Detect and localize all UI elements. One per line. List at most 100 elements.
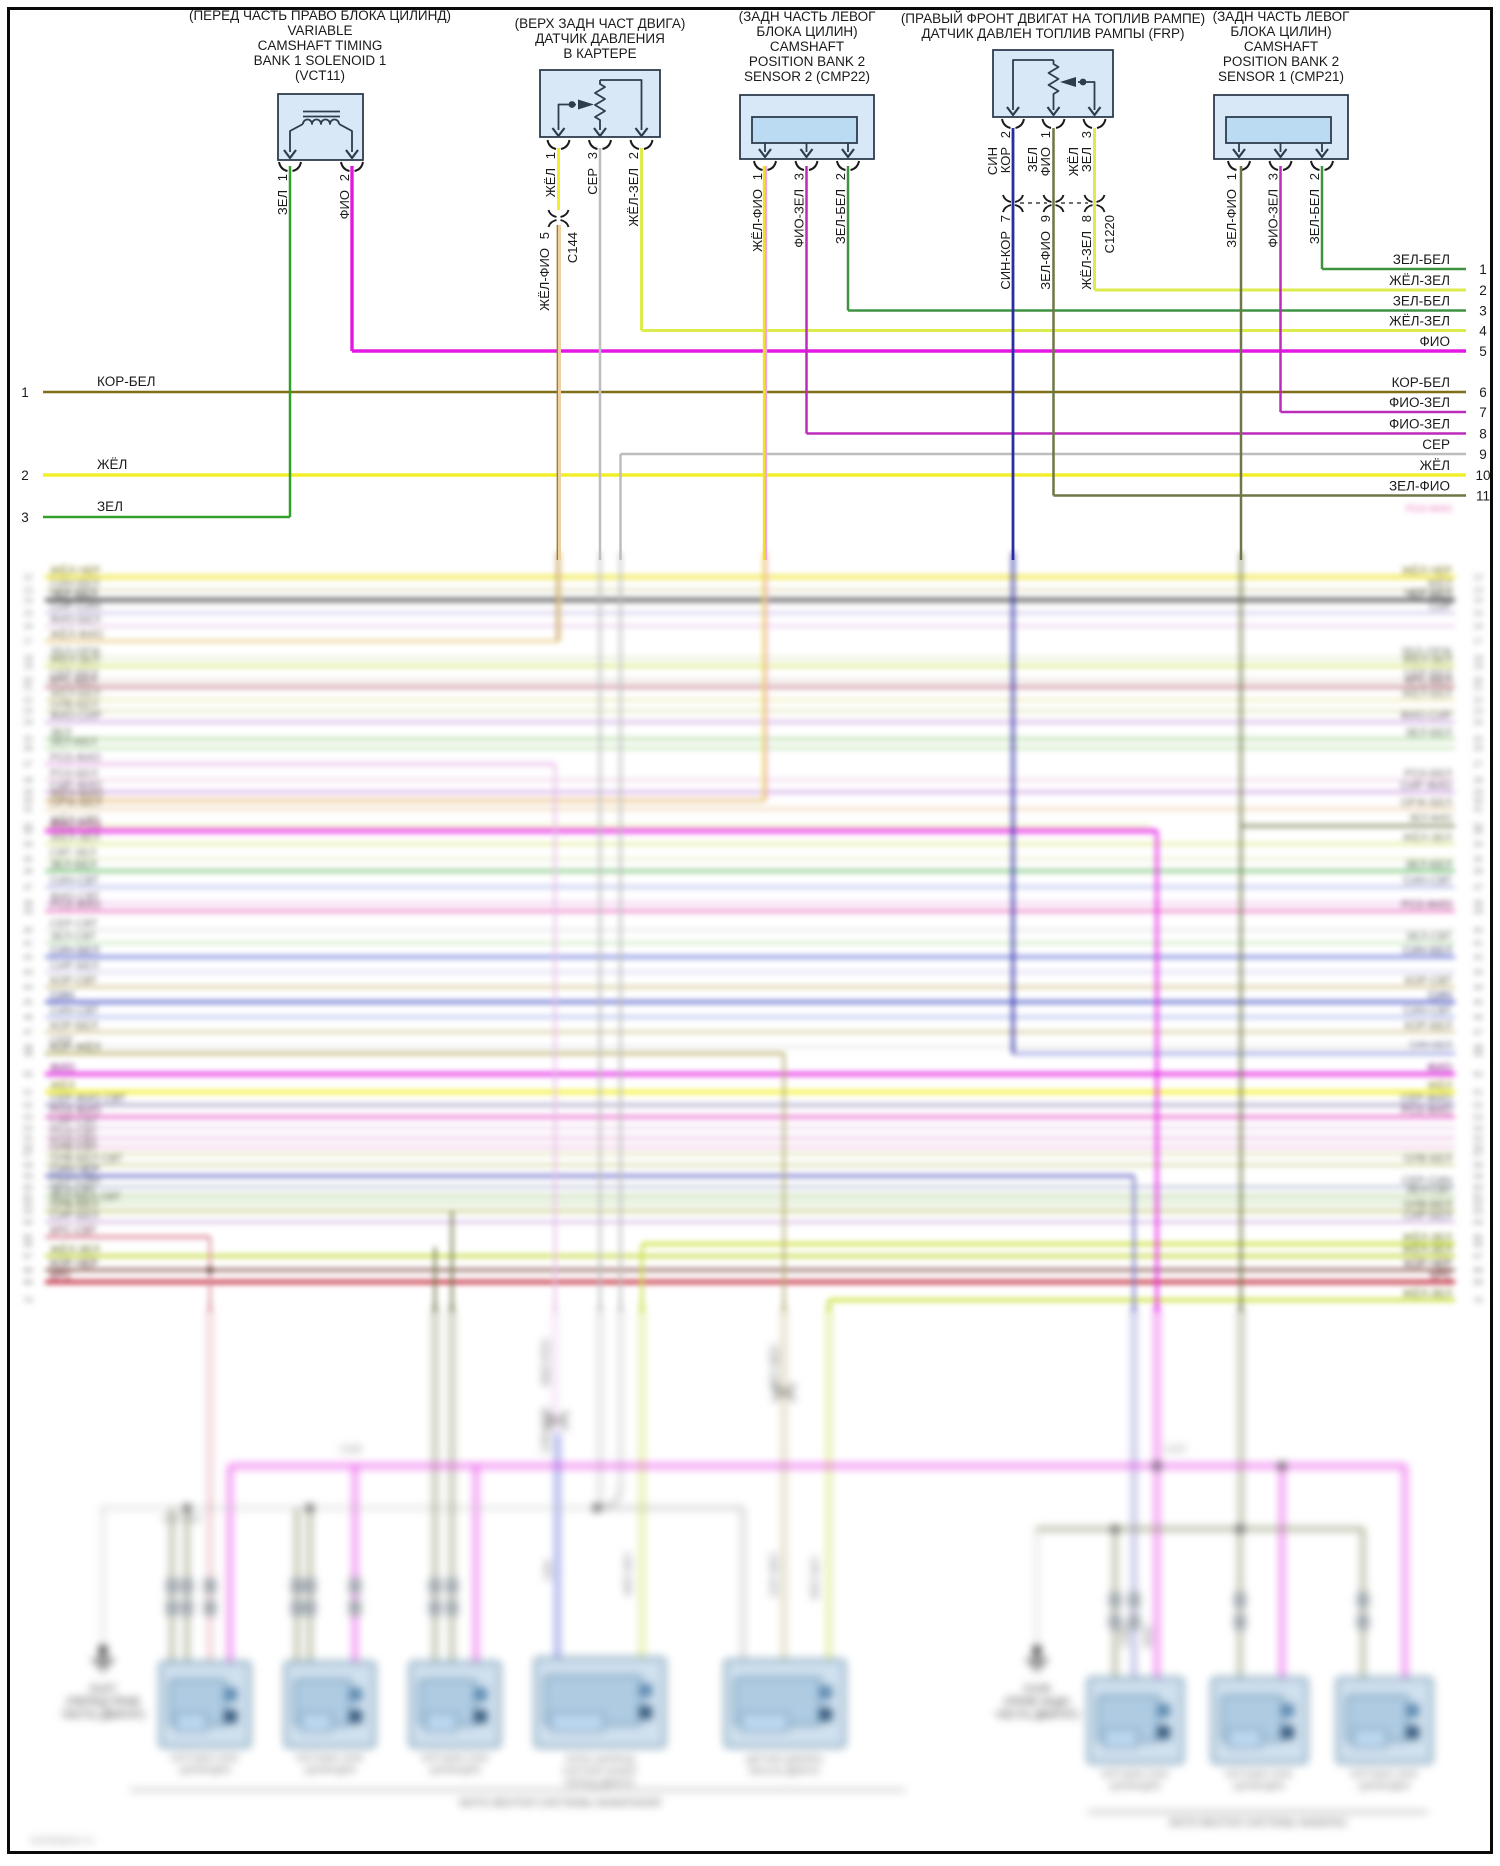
svg-text:(ВЕРХ ЗАДН ЧАСТ ДВИГА): (ВЕРХ ЗАДН ЧАСТ ДВИГА)	[515, 16, 686, 31]
svg-text:БЛОКА ЦИЛИН): БЛОКА ЦИЛИН)	[1230, 24, 1331, 39]
svg-text:29: 29	[23, 787, 33, 797]
svg-text:67: 67	[23, 1251, 33, 1261]
svg-text:13: 13	[1473, 585, 1483, 595]
svg-text:ЖЁЛ-ФИО: ЖЁЛ-ФИО	[50, 629, 104, 641]
svg-text:ЗЕЛ-ФИО: ЗЕЛ-ФИО	[1038, 231, 1053, 290]
svg-text:ЖЁЛ-ФИО: ЖЁЛ-ФИО	[50, 789, 104, 801]
svg-text:57: 57	[23, 1149, 33, 1159]
svg-text:3: 3	[1479, 304, 1487, 319]
svg-text:48: 48	[23, 1042, 33, 1052]
svg-text:ЖЁЛ: ЖЁЛ	[1066, 147, 1081, 176]
svg-text:БЛОКА ЦИЛИН): БЛОКА ЦИЛИН)	[756, 24, 857, 39]
svg-text:45: 45	[23, 997, 33, 1007]
svg-text:СИН-СВТ: СИН-СВТ	[50, 1005, 99, 1017]
svg-text:ФИО: ФИО	[1038, 147, 1053, 176]
svg-text:1: 1	[1479, 262, 1487, 277]
svg-text:КОР-БЕЛ: КОР-БЕЛ	[1404, 1020, 1452, 1032]
svg-text:1: 1	[21, 385, 29, 400]
svg-text:ФИО: ФИО	[1143, 1625, 1154, 1648]
svg-text:КОР-ЧЕР: КОР-ЧЕР	[1404, 1258, 1452, 1270]
svg-text:35: 35	[23, 854, 33, 864]
svg-text:ЖЁЛ-ЗЕЛ: ЖЁЛ-ЗЕЛ	[1402, 1232, 1452, 1244]
svg-text:СИН-БЕЛ: СИН-БЕЛ	[50, 945, 99, 957]
svg-text:КОР-ЖЁЛ: КОР-ЖЁЛ	[769, 1553, 780, 1597]
svg-text:40: 40	[1473, 925, 1483, 935]
svg-text:СИН-ЧЕР: СИН-ЧЕР	[50, 1164, 99, 1176]
svg-text:POSITION BANK 2: POSITION BANK 2	[1223, 54, 1339, 69]
svg-text:62: 62	[1473, 1198, 1483, 1208]
svg-text:58: 58	[23, 1160, 33, 1170]
svg-text:ФИО-СИР: ФИО-СИР	[1400, 710, 1452, 722]
svg-text:23: 23	[1473, 706, 1483, 716]
svg-text:42: 42	[23, 952, 33, 962]
svg-text:СИН-СВТ: СИН-СВТ	[1403, 875, 1452, 887]
svg-text:44: 44	[23, 982, 33, 992]
svg-text:25: 25	[23, 734, 33, 744]
svg-text:ПЕРЕД ДВИГАТ: ПЕРЕД ДВИГАТ	[565, 1778, 636, 1789]
svg-text:БЛОК ЦИЛИНД: БЛОК ЦИЛИНД	[566, 1754, 635, 1765]
svg-text:15: 15	[1473, 608, 1483, 618]
svg-text:62: 62	[23, 1198, 33, 1208]
svg-text:СИР-ФИО: СИР-ФИО	[1400, 780, 1452, 792]
svg-text:20: 20	[23, 675, 33, 685]
svg-text:ЦИЛИНДРА: ЦИЛИНДРА	[1109, 1781, 1162, 1792]
svg-text:12: 12	[1473, 572, 1483, 582]
svg-text:ЧЕР-БЕЛ: ЧЕР-БЕЛ	[50, 588, 97, 600]
svg-text:1: 1	[1224, 173, 1239, 180]
svg-text:РОЗ-ФИО: РОЗ-ФИО	[50, 899, 101, 911]
svg-text:CAMSHAFT: CAMSHAFT	[1244, 39, 1318, 54]
svg-text:33: 33	[23, 826, 33, 836]
svg-text:ЗЕЛ-ОРЖ: ЗЕЛ-ОРЖ	[50, 646, 101, 658]
svg-text:ЧЕР-БЕЛ: ЧЕР-БЕЛ	[1405, 588, 1452, 600]
svg-text:41: 41	[23, 938, 33, 948]
svg-text:СИН: СИН	[985, 147, 1000, 175]
svg-text:ЦИЛИНДРА: ЦИЛИНДРА	[304, 1765, 357, 1776]
svg-text:1: 1	[275, 174, 290, 181]
svg-text:16: 16	[1473, 621, 1483, 631]
svg-text:18: 18	[23, 653, 33, 663]
svg-text:G107: G107	[90, 1683, 117, 1695]
svg-text:СИСТЕМ ЗАЖИГ: СИСТЕМ ЗАЖИГ	[562, 1766, 638, 1777]
svg-text:ЖЁЛ-ЗЕЛ: ЖЁЛ-ЗЕЛ	[1389, 273, 1450, 288]
svg-text:32: 32	[1473, 821, 1483, 831]
svg-text:СЕР: СЕР	[585, 168, 600, 195]
svg-text:СЕР-ФИО СВТ: СЕР-ФИО СВТ	[50, 1093, 126, 1105]
svg-text:(VCT11): (VCT11)	[295, 68, 345, 83]
svg-text:9: 9	[1479, 447, 1487, 462]
svg-text:45: 45	[1473, 997, 1483, 1007]
svg-text:31: 31	[23, 804, 33, 814]
svg-text:49: 49	[1473, 1049, 1483, 1059]
svg-text:60: 60	[1473, 1182, 1483, 1192]
svg-text:2: 2	[833, 173, 848, 180]
svg-text:ЖЁЛ-ФИО: ЖЁЛ-ФИО	[750, 189, 765, 252]
svg-text:14: 14	[23, 595, 33, 605]
svg-text:2: 2	[1307, 173, 1322, 180]
svg-text:СИН: СИН	[1428, 990, 1452, 1002]
svg-text:24: 24	[1473, 717, 1483, 727]
svg-text:КРС-БЕЛ: КРС-БЕЛ	[50, 675, 97, 687]
svg-text:37: 37	[1473, 882, 1483, 892]
svg-text:52: 52	[1473, 1100, 1483, 1110]
svg-text:ЖЁЛ-ЗЕЛ: ЖЁЛ-ЗЕЛ	[1389, 314, 1450, 329]
svg-text:ФИО-СВТ: ФИО-СВТ	[50, 891, 100, 903]
svg-text:63: 63	[1473, 1206, 1483, 1216]
svg-text:ЗЕЛ-БЕЛ: ЗЕЛ-БЕЛ	[1405, 727, 1452, 739]
svg-text:ЗЕЛ: ЗЕЛ	[1079, 147, 1094, 172]
svg-text:СИР-БЕЛ: СИР-БЕЛ	[1403, 1210, 1452, 1222]
svg-text:5: 5	[537, 232, 552, 239]
svg-text:ЗЕЛ-БЕЛ СВТ: ЗЕЛ-БЕЛ СВТ	[50, 1191, 121, 1203]
svg-text:В КАРТЕРЕ: В КАРТЕРЕ	[563, 46, 636, 61]
svg-text:КАТУШКА ЗАЖ: КАТУШКА ЗАЖ	[296, 1753, 363, 1764]
svg-text:59: 59	[23, 1171, 33, 1181]
svg-text:КРС-БЕЛ: КРС-БЕЛ	[1405, 675, 1452, 687]
svg-text:58: 58	[1473, 1160, 1483, 1170]
svg-text:29: 29	[1473, 787, 1483, 797]
svg-text:СИР-СВТ: СИР-СВТ	[50, 1116, 98, 1128]
svg-text:ЖЁЛ-ЗЕЛ: ЖЁЛ-ЗЕЛ	[50, 654, 100, 666]
svg-text:47: 47	[1473, 1027, 1483, 1037]
svg-text:СЕР-СИН: СЕР-СИН	[1402, 1175, 1452, 1187]
svg-text:ЗЕЛ-СВТ: ЗЕЛ-СВТ	[50, 1184, 96, 1196]
svg-text:ОРЖ-БЕЛ: ОРЖ-БЕЛ	[50, 797, 101, 809]
svg-text:СЕР-БЕЛ: СЕР-БЕЛ	[1404, 668, 1452, 680]
svg-text:6: 6	[1479, 385, 1487, 400]
